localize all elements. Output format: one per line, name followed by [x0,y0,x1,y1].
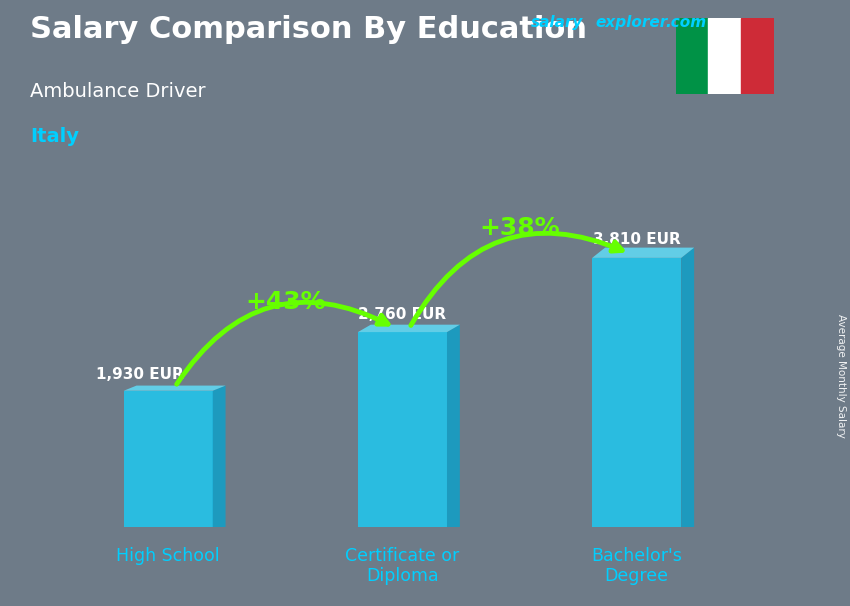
Text: 1,930 EUR: 1,930 EUR [96,367,184,382]
Bar [676,18,708,94]
Polygon shape [681,248,694,527]
Polygon shape [123,385,225,391]
Text: Salary Comparison By Education: Salary Comparison By Education [30,15,586,44]
Polygon shape [447,325,460,527]
Text: 2,760 EUR: 2,760 EUR [359,307,446,322]
Text: Average Monthly Salary: Average Monthly Salary [836,314,846,438]
Text: +43%: +43% [245,290,326,315]
Text: 3,810 EUR: 3,810 EUR [592,231,681,247]
Polygon shape [592,248,694,258]
Text: Italy: Italy [30,127,79,146]
Text: Ambulance Driver: Ambulance Driver [30,82,206,101]
Bar [592,258,681,527]
Bar [123,391,212,527]
Text: explorer: explorer [596,15,668,30]
Polygon shape [358,325,460,332]
Text: salary: salary [531,15,584,30]
Bar [708,18,741,94]
Bar [358,332,447,527]
Bar [741,18,774,94]
Text: +38%: +38% [479,216,560,240]
Polygon shape [212,385,225,527]
Text: .com: .com [666,15,706,30]
